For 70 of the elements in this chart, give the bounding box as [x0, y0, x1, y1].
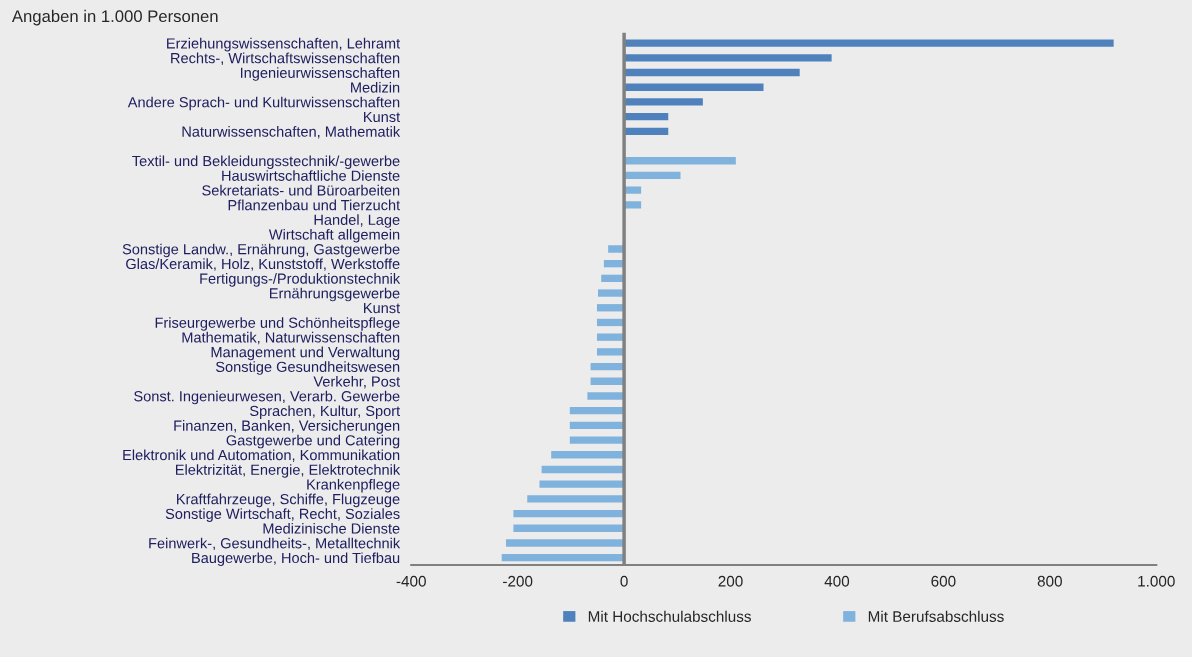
- y-tick-label: Wirtschaft allgemein: [268, 228, 400, 243]
- bar: [624, 127, 669, 136]
- y-tick-label: Naturwissenschaften, Mathematik: [182, 126, 401, 139]
- bar: [624, 157, 736, 165]
- bar: [624, 68, 800, 77]
- y-tick-label: Andere Sprach- und Kulturwissenschaften: [127, 96, 400, 111]
- y-tick-label: Friseurgewerbe und Schönheitspflege: [155, 317, 400, 331]
- bar: [505, 539, 625, 547]
- x-tick-label: 600: [931, 575, 956, 587]
- y-tick-label: Management und Verwaltung: [211, 346, 400, 361]
- bar: [596, 333, 625, 341]
- y-tick-label: Medizin: [351, 81, 400, 93]
- y-tick-label: Kunst: [364, 111, 401, 123]
- bar: [539, 480, 625, 488]
- bar: [513, 509, 625, 518]
- y-tick-label: Feinwerk-, Gesundheits-, Metalltechnik: [149, 537, 401, 551]
- bar: [569, 436, 625, 444]
- y-tick-label: Kraftfahrzeuge, Schiffe, Flugzeuge: [177, 493, 400, 508]
- y-tick-label: Baugewerbe, Hoch- und Tiefbau: [192, 552, 400, 566]
- y-tick-label: Ernährungsgewerbe: [270, 287, 400, 302]
- x-tick-label: -200: [503, 575, 533, 587]
- bar: [624, 98, 703, 106]
- y-tick-label: Erziehungswissenschaften, Lehramt: [167, 37, 401, 52]
- x-tick-label: 200: [718, 575, 743, 587]
- bar: [624, 54, 832, 62]
- x-tick-label: 800: [1037, 575, 1062, 587]
- y-tick-label: Textil- und Bekleidungsstechnik/-gewerbe: [132, 155, 400, 170]
- y-tick-label: Medizinische Dienste: [263, 522, 400, 534]
- y-tick-label: Rechts-, Wirtschaftswissenschaften: [171, 52, 400, 65]
- x-tick-label: -400: [396, 575, 426, 587]
- bar: [527, 495, 625, 503]
- bar: [587, 392, 625, 400]
- bar: [569, 406, 625, 415]
- y-tick-label: Mathematik, Naturwissenschaften: [182, 331, 400, 345]
- y-tick-label: Sonstige Wirtschaft, Recht, Soziales: [165, 508, 400, 522]
- y-tick-label: Handel, Lage: [314, 214, 400, 228]
- y-tick-label: Sprachen, Kultur, Sport: [250, 405, 401, 419]
- y-tick-label: Ingenieurwissenschaften: [240, 67, 400, 81]
- x-tick-label: 1.000: [1138, 575, 1175, 587]
- y-tick-label: Verkehr, Post: [313, 375, 401, 389]
- bar: [569, 421, 625, 430]
- bar: [513, 524, 625, 532]
- y-tick-label: Sekretariats- und Büroarbeiten: [202, 184, 400, 196]
- y-tick-label: Elektronik und Automation, Kommunikation: [123, 449, 400, 462]
- y-tick-label: Glas/Keramik, Holz, Kunststoff, Werkstoffe: [126, 258, 400, 271]
- y-tick-label: Hauswirtschaftliche Dienste: [222, 170, 400, 181]
- y-tick-label: Kunst: [364, 303, 401, 314]
- y-tick-label: Sonstige Landw., Ernährung, Gastgewerbe: [122, 243, 400, 258]
- x-tick-label: 400: [824, 575, 850, 587]
- bar: [596, 348, 625, 356]
- bar: [624, 112, 669, 121]
- bar: [624, 83, 764, 91]
- y-tick-label: Sonst. Ingenieurwesen, Verarb. Gewerbe: [134, 390, 400, 405]
- y-tick-label: Elektrizität, Energie, Elektrotechnik: [176, 464, 401, 478]
- bar: [598, 289, 625, 297]
- y-tick-label: Krankenpflege: [307, 478, 400, 493]
- bar: [624, 171, 681, 180]
- bar: [551, 451, 625, 459]
- y-tick-label: Gastgewerbe und Catering: [226, 434, 400, 449]
- y-tick-label: Finanzen, Banken, Versicherungen: [174, 420, 400, 434]
- legend-label: Mit Hochschulabschluss: [588, 610, 751, 622]
- x-tick-label: 0: [620, 575, 628, 587]
- y-tick-label: Sonstige Gesundheitswesen: [215, 361, 400, 375]
- y-tick-label: Fertigungs-/Produktionstechnik: [200, 273, 401, 287]
- text: Angaben in 1.000 Personen: [11, 9, 218, 26]
- y-tick-label: Pflanzenbau und Tierzucht: [228, 199, 401, 211]
- bar: [624, 39, 1114, 47]
- bar: [541, 465, 625, 474]
- bar: [501, 553, 625, 562]
- legend-label: Mit Berufsabschluss: [868, 610, 1004, 622]
